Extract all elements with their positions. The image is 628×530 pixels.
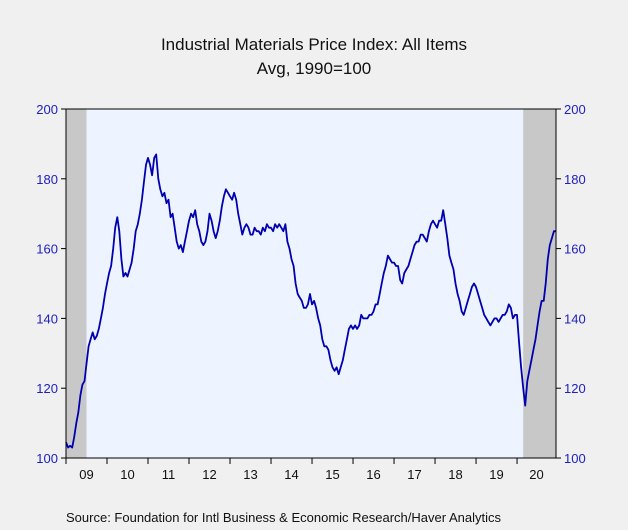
ytick-label-right: 200 [564,102,586,117]
xtick-label: 12 [202,467,216,482]
ytick-label-left: 100 [36,451,58,466]
ytick-label-right: 160 [564,242,586,257]
ytick-label-left: 180 [36,172,58,187]
plot-area [65,108,557,459]
xtick-label: 13 [243,467,257,482]
xtick-label: 20 [529,467,543,482]
ytick-label-right: 120 [564,381,586,396]
ytick-label-left: 160 [36,242,58,257]
xtick-label: 15 [325,467,339,482]
ytick-label-right: 140 [564,311,586,326]
recession-band-2 [523,109,556,458]
recession-band-1 [66,109,87,458]
xtick-label: 14 [284,467,298,482]
chart-title: Industrial Materials Price Index: All It… [161,35,467,54]
source-note: Source: Foundation for Intl Business & E… [66,510,501,525]
xtick-label: 10 [120,467,134,482]
xtick-label: 11 [162,467,176,482]
xtick-label: 19 [489,467,503,482]
ytick-label-right: 180 [564,172,586,187]
plot-frame [65,108,557,459]
axes: 100 100 120 120 140 140 160 160 180 180 200 200 09 10… [36,102,585,482]
ytick-label-left: 120 [36,381,58,396]
xtick-label: 09 [79,467,93,482]
recession-bands [66,109,556,458]
chart-subtitle: Avg, 1990=100 [257,59,372,78]
xtick-label: 18 [448,467,462,482]
xtick-label: 16 [366,467,380,482]
xtick-label: 17 [407,467,421,482]
ytick-label-left: 200 [36,102,58,117]
ytick-label-right: 100 [564,451,586,466]
ytick-label-left: 140 [36,311,58,326]
series-line [65,153,556,449]
